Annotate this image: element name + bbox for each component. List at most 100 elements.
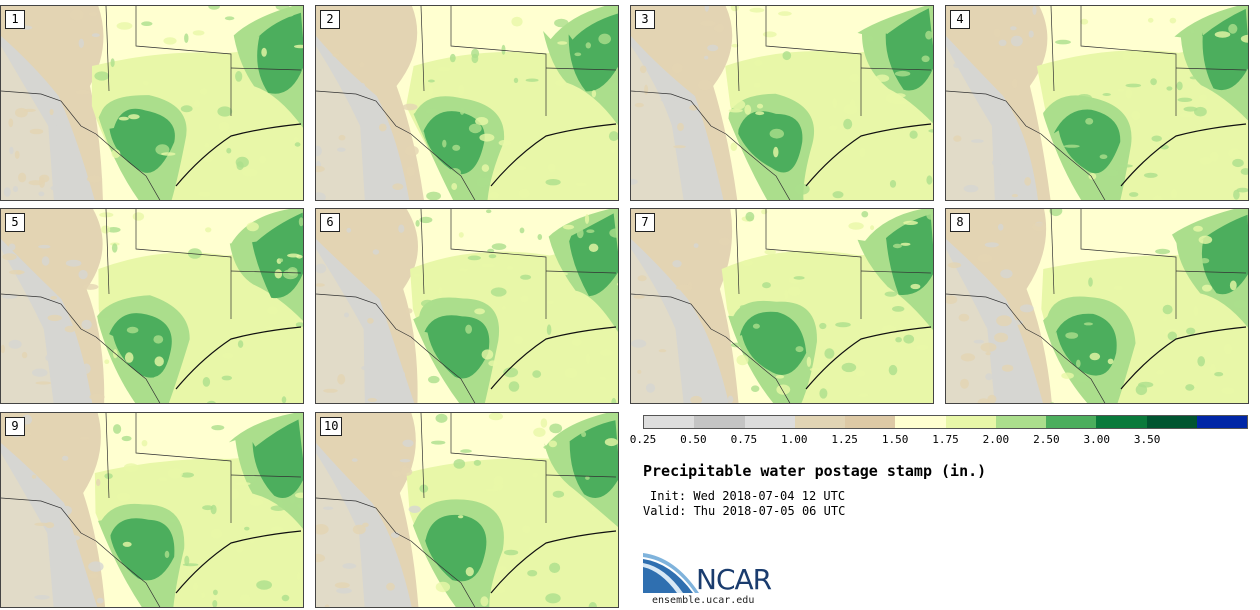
texture-blob	[637, 369, 642, 374]
texture-blob	[393, 170, 404, 179]
colorbar-tick-label: 2.50	[1033, 433, 1060, 446]
texture-blob	[184, 33, 189, 43]
texture-blob	[858, 393, 869, 397]
texture-blob	[895, 337, 902, 343]
ncar-logo-icon	[643, 553, 699, 593]
texture-blob	[468, 123, 482, 134]
texture-blob	[104, 359, 110, 364]
texture-blob	[1194, 106, 1207, 117]
gulf-coastline	[805, 326, 932, 390]
texture-blob	[1176, 81, 1183, 91]
texture-blob	[1169, 17, 1177, 24]
texture-blob	[916, 344, 929, 351]
texture-blob	[451, 183, 458, 190]
texture-blob	[100, 317, 110, 321]
texture-blob	[78, 269, 88, 280]
texture-blob	[1032, 222, 1046, 232]
texture-blob	[47, 314, 62, 322]
texture-blob	[1083, 322, 1093, 326]
texture-blob	[101, 225, 111, 234]
texture-blob	[212, 600, 218, 607]
texture-blob	[1228, 23, 1238, 34]
texture-blob	[1199, 258, 1210, 264]
texture-blob	[428, 375, 440, 384]
texture-blob	[973, 339, 984, 344]
texture-blob	[337, 147, 346, 152]
texture-blob	[1102, 93, 1111, 96]
texture-blob	[971, 139, 984, 143]
texture-blob	[39, 174, 50, 183]
texture-blob	[239, 594, 251, 604]
texture-blob	[673, 145, 686, 149]
texture-blob	[924, 84, 932, 88]
texture-blob	[344, 312, 349, 318]
texture-blob	[442, 139, 447, 148]
texture-blob	[1114, 285, 1123, 291]
texture-blob	[549, 423, 563, 434]
texture-blob	[1170, 188, 1178, 199]
texture-blob	[51, 541, 58, 548]
texture-blob	[1209, 151, 1219, 162]
colorbar-segment	[945, 416, 996, 428]
panel-number: 10	[320, 417, 343, 436]
texture-blob	[64, 325, 76, 333]
texture-blob	[824, 348, 835, 359]
gulf-coastline	[805, 123, 932, 187]
map-panel-7: 7	[630, 208, 934, 404]
texture-blob	[286, 9, 295, 17]
state-border-texas-west	[420, 209, 425, 295]
texture-blob	[608, 131, 618, 142]
texture-blob	[279, 211, 288, 222]
texture-blob	[947, 262, 962, 269]
texture-blob	[1061, 372, 1074, 379]
texture-blob	[1179, 113, 1193, 118]
texture-blob	[34, 595, 50, 600]
colorbar-segment	[1046, 416, 1097, 428]
texture-blob	[700, 20, 716, 27]
texture-blob	[634, 102, 644, 108]
texture-blob	[50, 296, 58, 300]
map-panel-8: 8	[945, 208, 1249, 404]
texture-blob	[591, 90, 597, 98]
texture-blob	[206, 400, 216, 403]
texture-blob	[1236, 187, 1248, 193]
texture-blob	[1011, 194, 1018, 198]
gulf-coastline	[175, 530, 302, 594]
texture-blob	[169, 518, 177, 523]
northeast-green-region	[1200, 214, 1248, 295]
texture-blob	[1163, 316, 1168, 321]
texture-blob	[693, 383, 701, 391]
texture-blob	[391, 470, 402, 478]
texture-blob	[265, 326, 278, 331]
texture-blob	[88, 573, 99, 579]
texture-blob	[218, 121, 230, 132]
texture-blob	[337, 374, 346, 385]
texture-blob	[1228, 148, 1241, 159]
state-border-rio-grande	[1040, 336, 1106, 403]
texture-blob	[400, 467, 413, 476]
texture-blob	[1117, 164, 1133, 168]
texture-blob	[106, 227, 121, 233]
texture-blob	[1239, 77, 1248, 87]
gulf-coastline	[175, 326, 302, 390]
texture-blob	[1122, 51, 1132, 61]
texture-blob	[199, 88, 208, 95]
texture-blob	[1210, 363, 1216, 374]
precipitable-water-map	[316, 6, 618, 200]
state-border-texas-west	[1050, 209, 1055, 295]
texture-blob	[486, 209, 492, 214]
texture-blob	[163, 37, 177, 45]
texture-blob	[211, 425, 225, 431]
texture-blob	[244, 526, 250, 531]
texture-blob	[975, 294, 991, 301]
texture-blob	[278, 498, 283, 508]
texture-blob	[1229, 280, 1237, 291]
texture-blob	[707, 44, 719, 52]
texture-blob	[980, 342, 997, 352]
colorbar-tick-label: 3.00	[1083, 433, 1111, 446]
texture-blob	[513, 77, 519, 83]
texture-blob	[910, 283, 921, 290]
texture-blob	[1019, 304, 1034, 313]
texture-blob	[324, 604, 330, 607]
texture-blob	[522, 525, 531, 534]
